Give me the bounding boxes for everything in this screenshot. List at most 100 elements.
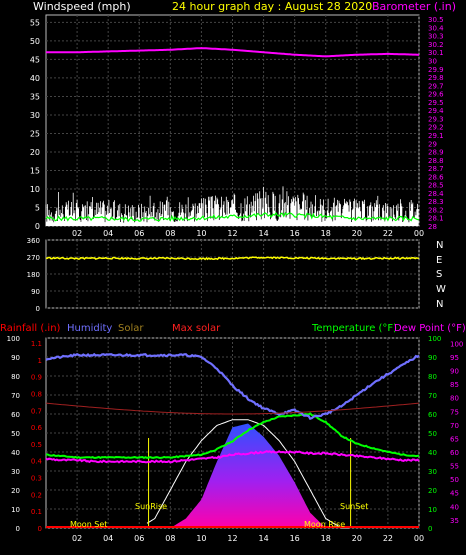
annotation-moonrise: Moon Rise bbox=[304, 520, 345, 529]
time-tick-p3: 12 bbox=[227, 534, 237, 543]
temp-green-y-tick: 50 bbox=[428, 430, 437, 438]
axis-labels: 0202040406060808101012121414161618182020… bbox=[7, 16, 464, 543]
wind-y-tick: 0 bbox=[35, 222, 40, 231]
percent-y-tick: 100 bbox=[7, 335, 20, 343]
direction-y-tick: 360 bbox=[27, 237, 40, 245]
time-tick-p3: 18 bbox=[321, 534, 331, 543]
wind-y-tick: 50 bbox=[30, 37, 40, 46]
wind-y-tick: 20 bbox=[30, 148, 40, 157]
percent-y-tick: 90 bbox=[11, 354, 20, 362]
rain-y-tick: 0.3 bbox=[31, 475, 42, 483]
temp-y-tick: 60 bbox=[450, 449, 459, 457]
rain-y-tick: 0.5 bbox=[31, 441, 42, 449]
time-tick-p1: 00 bbox=[414, 229, 424, 238]
compass-label: N bbox=[436, 299, 443, 310]
temp-y-tick: 70 bbox=[450, 422, 459, 430]
barometer-y-tick: 30.4 bbox=[428, 24, 444, 32]
temp-green-y-tick: 0 bbox=[428, 525, 432, 533]
percent-y-tick: 30 bbox=[11, 468, 20, 476]
temp-y-tick: 45 bbox=[450, 490, 459, 498]
annotation-sunrise: SunRise bbox=[135, 502, 167, 511]
temp-y-tick: 80 bbox=[450, 395, 459, 403]
temp-y-tick: 35 bbox=[450, 517, 459, 525]
direction-y-tick: 90 bbox=[31, 288, 40, 296]
time-tick-p1: 02 bbox=[72, 229, 82, 238]
rain-y-tick: 0.4 bbox=[31, 458, 43, 466]
direction-y-tick: 270 bbox=[27, 254, 40, 262]
barometer-y-tick: 30.2 bbox=[428, 41, 444, 49]
rain-y-tick: 0.9 bbox=[31, 374, 42, 382]
barometer-line bbox=[46, 47, 419, 58]
temp-y-tick: 100 bbox=[450, 340, 463, 348]
wind-y-tick: 40 bbox=[30, 74, 40, 83]
barometer-y-tick: 28.4 bbox=[428, 190, 444, 198]
barometer-y-tick: 29.7 bbox=[428, 82, 444, 90]
time-tick-p1: 18 bbox=[321, 229, 331, 238]
time-tick-p3: 14 bbox=[258, 534, 268, 543]
rain-y-tick: 0.6 bbox=[31, 424, 43, 432]
legend-humidity: Humidity bbox=[67, 323, 112, 334]
temp-green-y-tick: 30 bbox=[428, 468, 437, 476]
header-windspeed-label: Windspeed (mph) bbox=[33, 0, 131, 13]
wind-y-tick: 30 bbox=[30, 111, 40, 120]
time-tick-p3: 22 bbox=[383, 534, 393, 543]
rain-y-tick: 1 bbox=[38, 357, 42, 365]
barometer-y-tick: 28.6 bbox=[428, 173, 444, 181]
barometer-y-tick: 29.9 bbox=[428, 66, 444, 74]
time-tick-p3: 04 bbox=[103, 534, 113, 543]
time-tick-p3: 02 bbox=[72, 534, 82, 543]
barometer-y-tick: 28.3 bbox=[428, 198, 444, 206]
percent-y-tick: 0 bbox=[16, 525, 20, 533]
legend-solar: Solar bbox=[118, 323, 144, 334]
wind-direction-series bbox=[45, 256, 420, 261]
percent-y-tick: 60 bbox=[11, 411, 20, 419]
temp-green-y-tick: 60 bbox=[428, 411, 437, 419]
legend-dewpoint: Dew Point (°F) bbox=[394, 323, 466, 334]
wind-y-tick: 10 bbox=[30, 185, 40, 194]
barometer-y-tick: 28.9 bbox=[428, 149, 444, 157]
time-tick-p1: 04 bbox=[103, 229, 113, 238]
percent-y-tick: 50 bbox=[11, 430, 20, 438]
barometer-y-tick: 29.6 bbox=[428, 91, 444, 99]
temp-y-tick: 40 bbox=[450, 503, 459, 511]
time-tick-p3: 06 bbox=[134, 534, 144, 543]
temp-green-y-tick: 100 bbox=[428, 335, 441, 343]
legend-temperature: Temperature (°F) bbox=[311, 323, 397, 334]
barometer-y-tick: 30.1 bbox=[428, 49, 444, 57]
time-tick-p3: 16 bbox=[290, 534, 300, 543]
temp-y-tick: 90 bbox=[450, 368, 459, 376]
barometer-y-tick: 28.1 bbox=[428, 215, 444, 223]
barometer-y-tick: 28.2 bbox=[428, 206, 444, 214]
barometer-y-tick: 30 bbox=[428, 58, 437, 66]
barometer-y-tick: 30.3 bbox=[428, 33, 444, 41]
rain-y-tick: 0.8 bbox=[31, 390, 42, 398]
temp-y-tick: 55 bbox=[450, 463, 459, 471]
wind-y-tick: 35 bbox=[30, 92, 40, 101]
barometer-y-tick: 29.2 bbox=[428, 124, 444, 132]
temperature-humidity-plot bbox=[45, 352, 420, 529]
annotation-moonset: Moon Set bbox=[70, 520, 107, 529]
barometer-y-tick: 30.5 bbox=[428, 16, 444, 24]
temp-green-y-tick: 10 bbox=[428, 506, 437, 514]
temp-y-tick: 75 bbox=[450, 408, 459, 416]
percent-y-tick: 80 bbox=[11, 373, 20, 381]
barometer-y-tick: 29.1 bbox=[428, 132, 444, 140]
barometer-y-tick: 28.7 bbox=[428, 165, 444, 173]
temp-green-y-tick: 70 bbox=[428, 392, 437, 400]
wind-y-tick: 45 bbox=[30, 55, 40, 64]
rain-y-tick: 0 bbox=[38, 525, 42, 533]
time-tick-p1: 20 bbox=[352, 229, 362, 238]
wind-average-series bbox=[45, 211, 420, 222]
barometer-y-tick: 29.8 bbox=[428, 74, 444, 82]
time-tick-p1: 06 bbox=[134, 229, 144, 238]
percent-y-tick: 20 bbox=[11, 487, 20, 495]
legend-rainfall: Rainfall (.in) bbox=[0, 323, 61, 334]
time-tick-p1: 14 bbox=[258, 229, 268, 238]
temp-green-y-tick: 40 bbox=[428, 449, 437, 457]
header-barometer-label: Barometer (.in) bbox=[372, 0, 456, 13]
barometer-y-tick: 29.3 bbox=[428, 115, 444, 123]
direction-y-tick: 0 bbox=[36, 305, 40, 313]
temp-y-tick: 95 bbox=[450, 354, 459, 362]
wind-y-tick: 25 bbox=[30, 129, 40, 138]
